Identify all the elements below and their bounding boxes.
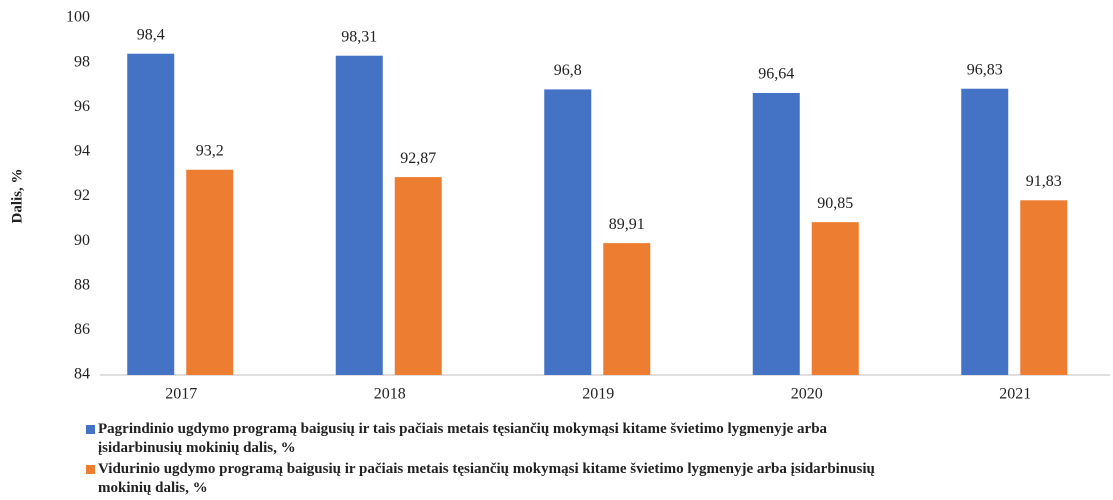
legend-item: Vidurinio ugdymo programą baigusių ir pa… <box>86 460 886 498</box>
legend-swatch <box>86 465 95 474</box>
x-tick-label: 2017 <box>165 386 197 403</box>
bar <box>335 55 383 375</box>
y-tick-label: 84 <box>74 366 90 383</box>
legend-swatch <box>86 425 95 434</box>
x-tick-label: 2020 <box>791 386 823 403</box>
x-tick-label: 2019 <box>582 386 614 403</box>
bar <box>1020 200 1068 375</box>
bar <box>811 222 859 375</box>
legend-label: Vidurinio ugdymo programą baigusių ir pa… <box>98 461 875 496</box>
x-tick-label: 2021 <box>999 386 1031 403</box>
data-label: 90,85 <box>817 195 853 212</box>
bar <box>544 89 592 376</box>
y-tick-label: 92 <box>74 187 90 204</box>
bar <box>394 177 442 375</box>
data-label: 96,8 <box>554 62 582 79</box>
bar <box>186 169 234 375</box>
bar <box>752 92 800 375</box>
data-label: 93,2 <box>196 142 224 159</box>
data-label: 98,4 <box>137 26 165 43</box>
y-tick-label: 94 <box>74 143 90 160</box>
x-tick-label: 2018 <box>374 386 406 403</box>
chart: Dalis, % 84 86 88 90 92 94 96 98 100 2017 98,4 93,2… <box>9 9 1110 403</box>
bar <box>127 53 175 375</box>
y-tick-label: 100 <box>66 9 90 26</box>
data-label: 92,87 <box>400 150 436 167</box>
y-tick-label: 86 <box>74 321 90 338</box>
legend-item: Pagrindinio ugdymo programą baigusių ir … <box>86 420 886 458</box>
data-label: 96,83 <box>967 61 1003 78</box>
data-label: 96,64 <box>758 66 794 83</box>
y-tick-label: 96 <box>74 98 90 115</box>
data-label: 91,83 <box>1026 173 1062 190</box>
y-axis-label: Dalis, % <box>9 168 25 223</box>
data-label: 98,31 <box>341 28 377 45</box>
bar <box>961 88 1009 375</box>
legend: Pagrindinio ugdymo programą baigusių ir … <box>86 420 886 500</box>
y-tick-label: 88 <box>74 276 90 293</box>
data-label: 89,91 <box>609 216 645 233</box>
y-tick-label: 98 <box>74 53 90 70</box>
bar <box>603 243 651 375</box>
y-tick-label: 90 <box>74 232 90 249</box>
legend-label: Pagrindinio ugdymo programą baigusių ir … <box>98 421 828 456</box>
